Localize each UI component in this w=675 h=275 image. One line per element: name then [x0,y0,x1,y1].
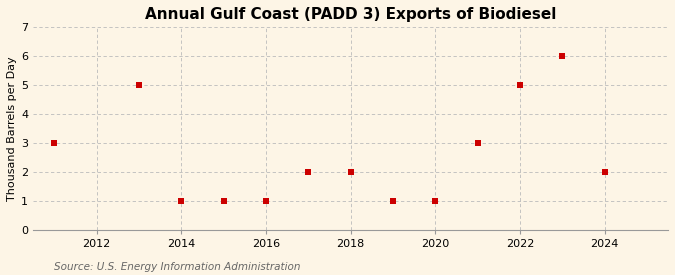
Point [472,141,483,145]
Point [557,54,568,58]
Point [430,199,441,203]
Title: Annual Gulf Coast (PADD 3) Exports of Biodiesel: Annual Gulf Coast (PADD 3) Exports of Bi… [145,7,556,22]
Y-axis label: Thousand Barrels per Day: Thousand Barrels per Day [7,56,17,201]
Point [134,83,144,87]
Point [49,141,59,145]
Point [599,170,610,174]
Point [303,170,314,174]
Point [345,170,356,174]
Text: Source: U.S. Energy Information Administration: Source: U.S. Energy Information Administ… [54,262,300,272]
Point [514,83,525,87]
Point [387,199,398,203]
Point [261,199,271,203]
Point [176,199,187,203]
Point [218,199,229,203]
